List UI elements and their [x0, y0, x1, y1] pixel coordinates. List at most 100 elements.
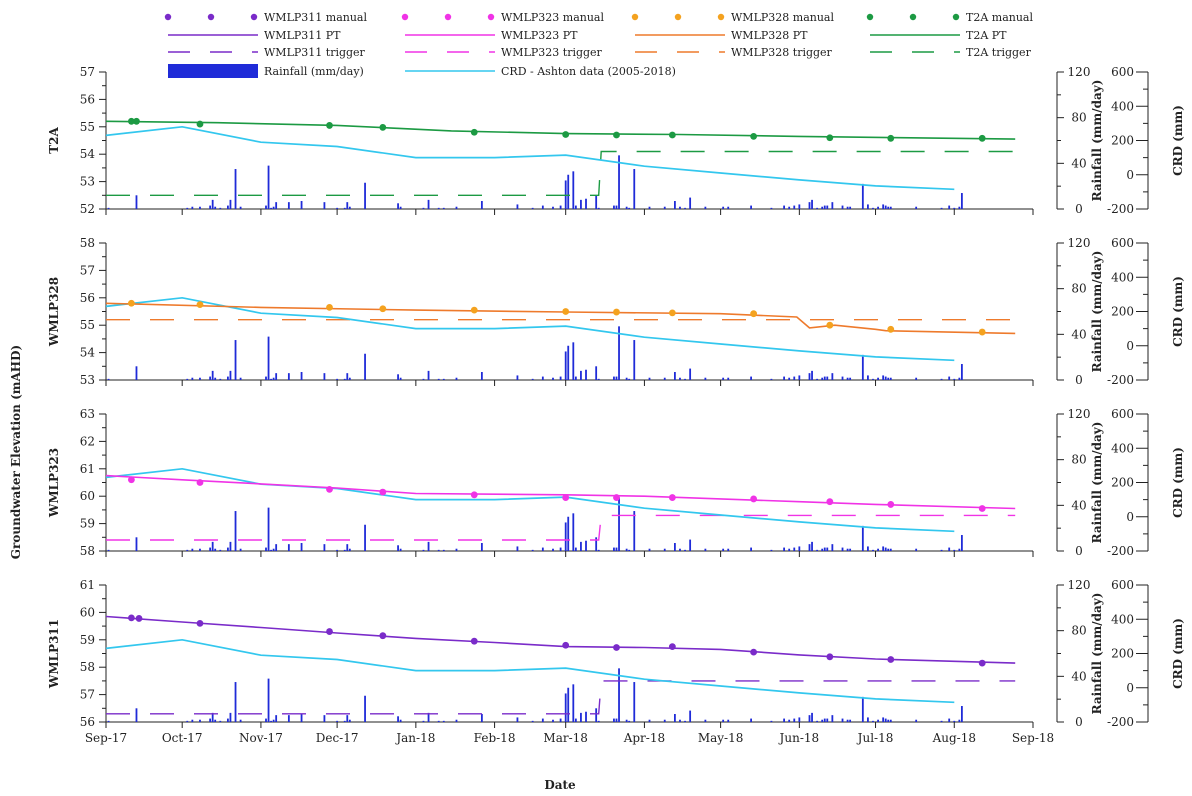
- crd-tick-label: -200: [1107, 373, 1134, 387]
- y-tick-label: 57: [80, 263, 95, 277]
- rainfall-bar: [648, 719, 651, 722]
- rainfall-bar: [227, 205, 229, 209]
- legend-rain-swatch: [168, 64, 258, 78]
- rainfall-bar: [877, 377, 879, 380]
- rainfall-bars: [107, 326, 963, 380]
- rainfall-bar: [209, 718, 212, 722]
- rainfall-bar: [267, 336, 270, 380]
- rainfall-bar: [798, 204, 801, 209]
- rainfall-bar: [793, 718, 796, 722]
- rainfall-bar: [887, 206, 890, 209]
- rainfall-bar: [722, 719, 725, 722]
- rainfall-bar: [808, 202, 811, 209]
- rainfall-bars: [107, 155, 963, 209]
- rainfall-bar: [567, 345, 570, 380]
- y-tick-label: 61: [80, 578, 95, 592]
- rainfall-bar: [798, 375, 801, 380]
- rainfall-bar: [821, 206, 824, 209]
- trigger-line: [106, 514, 1016, 541]
- rainfall-bar: [567, 516, 570, 551]
- rainfall-bar: [227, 718, 229, 722]
- legend-marker: [401, 13, 409, 21]
- legend-marker: [164, 13, 172, 21]
- manual-point: [562, 641, 570, 649]
- rainfall-bar: [727, 548, 730, 551]
- rainfall-bar: [882, 375, 885, 380]
- crd-line: [105, 296, 955, 362]
- rainfall-bar: [615, 376, 618, 380]
- rainfall-bar: [135, 195, 138, 209]
- rainfall-bar: [679, 719, 681, 722]
- rainfall-bar: [559, 718, 562, 722]
- legend-marker: [866, 13, 874, 21]
- rain-tick-label: 120: [1068, 65, 1091, 79]
- x-tick-label: Sep-17: [85, 731, 127, 745]
- rain-tick-label: 80: [1071, 111, 1086, 125]
- rainfall-bar: [704, 377, 707, 380]
- rainfall-bar: [673, 201, 676, 209]
- rainfall-bar: [564, 693, 567, 722]
- rainfall-bar: [422, 207, 425, 209]
- manual-point: [326, 122, 333, 129]
- rainfall-bar: [915, 719, 918, 722]
- rainfall-bar: [270, 549, 272, 551]
- rainfall-bar: [633, 169, 636, 209]
- rainfall-bar: [559, 376, 562, 380]
- rainfall-bar: [788, 377, 791, 380]
- rainfall-bar: [239, 719, 242, 722]
- rainfall-bar: [884, 376, 887, 380]
- rainfall-bar: [265, 376, 267, 380]
- rainfall-bar: [364, 695, 366, 722]
- rainfall-bar: [552, 206, 554, 209]
- rainfall-bar: [455, 548, 458, 551]
- manual-point: [379, 305, 387, 313]
- y-tick-label: 57: [80, 688, 95, 702]
- rainfall-bar: [940, 378, 943, 380]
- legend-label: WMLP323 PT: [501, 29, 578, 42]
- crd-tick-label: 200: [1111, 305, 1134, 319]
- rainfall-bar: [541, 205, 544, 209]
- rainfall-bar: [275, 373, 278, 380]
- rain-tick-label: 40: [1071, 156, 1086, 170]
- rainfall-bar: [727, 719, 730, 722]
- rainfall-bar: [679, 548, 681, 551]
- rainfall-bar: [300, 543, 303, 551]
- legend-label: WMLP323 trigger: [501, 46, 603, 59]
- legend-label: T2A PT: [966, 29, 1007, 42]
- rainfall-bar: [397, 203, 399, 209]
- manual-point: [379, 123, 387, 131]
- rainfall-bar: [265, 205, 267, 209]
- rainfall-bar: [323, 373, 326, 380]
- rainfall-bar: [267, 165, 270, 209]
- rainfall-bar: [783, 376, 786, 380]
- rainfall-bar: [234, 511, 237, 551]
- manual-point: [887, 656, 895, 663]
- manual-point: [750, 132, 758, 140]
- rainfall-bar: [684, 207, 686, 209]
- rainfall-bar: [209, 376, 212, 380]
- rainfall-bar: [442, 549, 445, 551]
- rain-tick-label: 80: [1071, 282, 1086, 296]
- rainfall-bar: [346, 544, 349, 551]
- rainfall-bar: [783, 205, 786, 209]
- rainfall-bar: [872, 549, 874, 551]
- rainfall-bar: [882, 546, 885, 551]
- legend-entry: Rainfall (mm/day): [168, 64, 364, 78]
- rainfall-bar: [877, 719, 879, 722]
- rainfall-bar: [275, 715, 278, 722]
- rainfall-bar: [564, 351, 567, 380]
- rainfall-bar: [348, 719, 351, 722]
- manual-point: [826, 321, 834, 329]
- crd-axis-title: CRD (mm): [1171, 276, 1185, 347]
- rainfall-bar: [960, 535, 963, 551]
- rain-axis-title: Rainfall (mm/day): [1090, 251, 1104, 373]
- rainfall-bar: [887, 377, 890, 380]
- rain-tick-label: 40: [1071, 327, 1086, 341]
- rainfall-bar: [915, 206, 918, 209]
- y-tick-label: 58: [80, 660, 95, 674]
- rainfall-bar: [287, 715, 290, 722]
- rainfall-bar: [889, 548, 892, 551]
- rainfall-bars: [107, 668, 963, 722]
- rainfall-bar: [663, 206, 666, 209]
